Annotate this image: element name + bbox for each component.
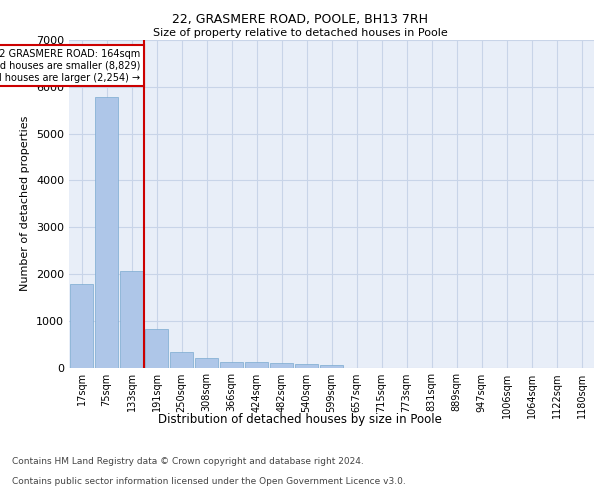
Text: Contains public sector information licensed under the Open Government Licence v3: Contains public sector information licen… xyxy=(12,478,406,486)
Text: 22, GRASMERE ROAD, POOLE, BH13 7RH: 22, GRASMERE ROAD, POOLE, BH13 7RH xyxy=(172,12,428,26)
Bar xyxy=(120,271,143,368)
Bar xyxy=(195,358,218,368)
Bar xyxy=(95,97,118,367)
Bar xyxy=(295,364,318,368)
Text: Distribution of detached houses by size in Poole: Distribution of detached houses by size … xyxy=(158,412,442,426)
Bar xyxy=(170,352,193,368)
Text: Size of property relative to detached houses in Poole: Size of property relative to detached ho… xyxy=(152,28,448,38)
Y-axis label: Number of detached properties: Number of detached properties xyxy=(20,116,31,292)
Bar xyxy=(145,329,168,368)
Bar xyxy=(320,364,343,368)
Bar xyxy=(70,284,93,368)
Bar xyxy=(270,363,293,368)
Bar xyxy=(220,362,243,368)
Text: 22 GRASMERE ROAD: 164sqm
← 79% of detached houses are smaller (8,829)
20% of sem: 22 GRASMERE ROAD: 164sqm ← 79% of detach… xyxy=(0,50,140,82)
Bar xyxy=(245,362,268,368)
Text: Contains HM Land Registry data © Crown copyright and database right 2024.: Contains HM Land Registry data © Crown c… xyxy=(12,458,364,466)
